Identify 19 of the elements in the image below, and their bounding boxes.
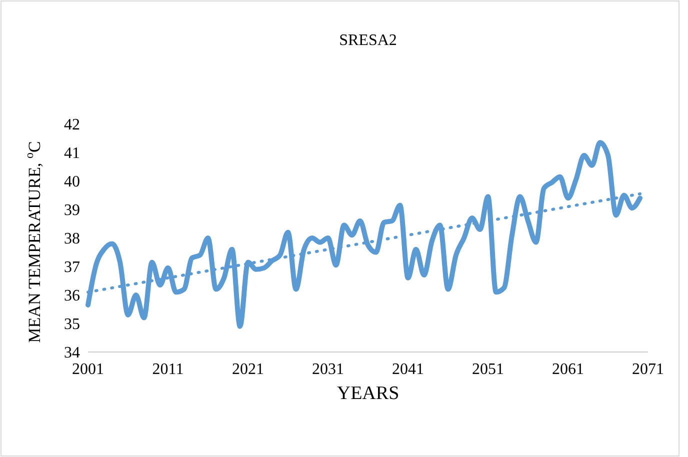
y-tick-label: 41 <box>64 145 80 162</box>
y-tick-label: 39 <box>64 202 80 220</box>
x-tick-label: 2001 <box>72 361 104 378</box>
chart-title: SRESA2 <box>339 32 397 49</box>
x-tick-label: 2041 <box>392 361 424 378</box>
y-tick-label: 36 <box>64 288 80 305</box>
y-tick-label: 37 <box>64 259 80 276</box>
x-tick-label: 2071 <box>632 361 664 378</box>
y-tick-label: 35 <box>64 316 80 334</box>
y-tick-label: 42 <box>64 116 80 134</box>
x-tick-label: 2061 <box>552 361 584 378</box>
x-tick-label: 2011 <box>152 361 184 378</box>
y-tick-label: 38 <box>64 230 80 248</box>
y-tick-label: 34 <box>64 344 80 362</box>
x-tick-label: 2021 <box>232 361 264 378</box>
x-tick-label: 2031 <box>312 361 344 378</box>
x-tick-label: 2051 <box>472 361 504 378</box>
x-axis-title: YEARS <box>336 383 400 404</box>
y-tick-label: 40 <box>64 174 80 191</box>
